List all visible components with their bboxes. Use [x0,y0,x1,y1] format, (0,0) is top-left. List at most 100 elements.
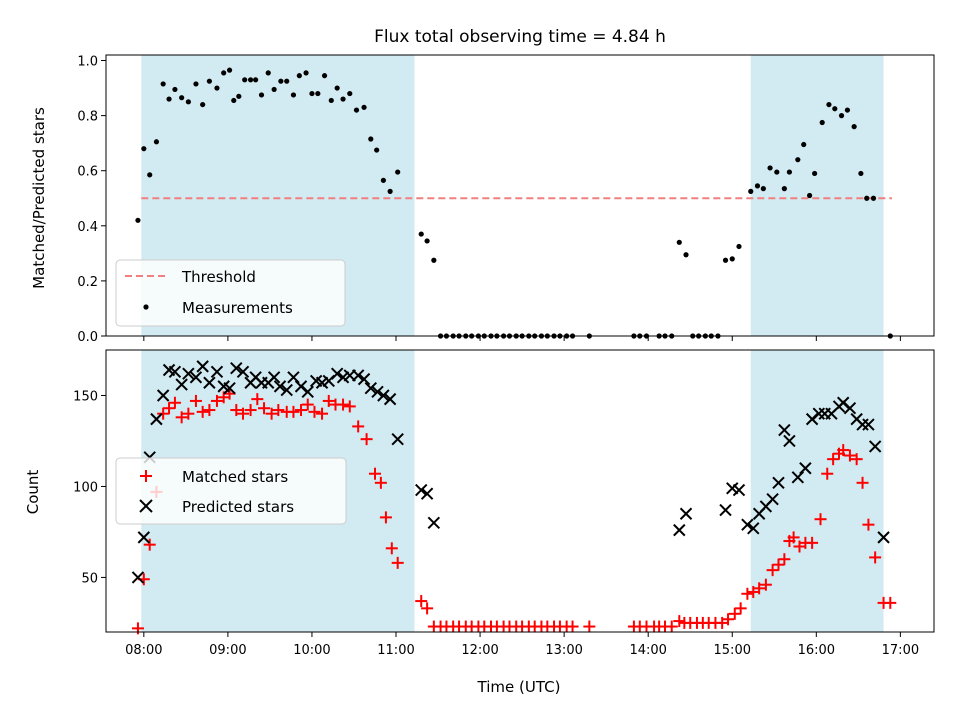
predicted-star-point [364,381,377,395]
measurement-point [801,141,807,148]
matched-legend-marker [140,470,152,482]
measurement-point [284,78,290,84]
matched-star-point [869,551,882,564]
matched-star-point [379,511,392,524]
matched-star-point [182,407,195,420]
measurement-point [767,165,773,171]
x-tick-label: 11:00 [377,643,414,658]
bottom-panel: 50 100 150 08:00 09:00 10:00 11:00 12:00 13:00 1… [24,349,935,696]
predicted-star-point [383,392,397,406]
matched-star-point [772,558,785,571]
measurement-point [147,172,153,178]
predicted-star-point [741,518,754,531]
predicted-star-point [812,407,826,420]
predicted-star-point [673,523,686,537]
matched-star-point [230,404,243,417]
measurement-point [864,195,870,201]
matched-star-point [196,405,209,418]
measurement-point [786,169,793,175]
shaded-region-1 [750,55,884,336]
matched-star-point [806,536,819,549]
predicted-star-point [175,378,188,391]
x-tick-label: 10:00 [293,643,330,658]
predicted-star-point [230,361,243,375]
matched-star-point [385,542,398,555]
measurement-point [328,97,334,104]
y-tick-label: 100 [73,480,98,495]
matched-stars-points [131,387,897,635]
measurement-point [676,239,682,245]
measurement-point [844,107,851,113]
predicted-star-point [150,412,163,426]
measurement-point [193,81,199,87]
measurements-legend-marker [143,304,149,310]
matched-star-point [322,394,335,407]
measurement-point [774,169,780,175]
matched-star-point [421,602,434,615]
x-tick-label: 16:00 [798,643,835,658]
measurement-point [424,238,430,244]
predicted-star-point [301,385,314,399]
predicted-star-point [168,365,182,379]
measurement-point [135,217,141,223]
predicted-star-point [182,367,195,380]
matched-star-point [843,449,856,462]
predicted-star-point [719,503,732,517]
predicted-star-point [791,471,805,484]
predicted-star-point [427,516,441,530]
measurement-point [290,92,297,98]
matched-star-point [343,400,356,413]
y-tick-label: 0.4 [77,220,98,235]
measurement-point [748,188,754,194]
predicted-star-point [137,531,151,544]
measurement-point [361,104,367,110]
measurement-point [870,195,877,201]
top-y-axis-label: Matched/Predicted stars [30,107,48,289]
measurement-point [200,101,206,108]
predicted-star-point [131,571,145,584]
matched-star-point [203,404,216,417]
predicted-star-point [877,531,890,544]
predicted-star-point [223,381,236,395]
predicted-stars-points [131,360,890,584]
matched-star-point [352,420,365,433]
predicted-star-point [330,367,344,380]
matched-star-point [337,398,350,411]
predicted-star-point [203,376,216,389]
predicted-star-point [862,418,875,431]
matched-star-point [237,407,250,420]
matched-star-point [301,398,314,411]
matched-star-point [360,433,373,446]
bottom-x-ticks: 08:00 09:00 10:00 11:00 12:00 13:00 14:00 15:00… [125,632,919,658]
measurement-point [340,96,346,102]
predicted-star-point [189,371,203,384]
matched-star-point [391,556,404,569]
matched-star-point [778,553,791,566]
measurement-point [166,96,172,102]
threshold-legend-label: Threshold [181,268,256,286]
measurement-point [226,67,233,73]
matched-star-point [295,404,308,417]
predicted-star-point [377,389,390,402]
measurement-point [368,136,374,142]
measurement-point [258,92,265,98]
matched-star-point [665,620,678,633]
y-tick-label: 0.8 [77,110,98,125]
matched-star-point [787,531,800,544]
measurement-point [418,231,424,237]
measurement-point [172,86,178,93]
measurement-point [206,78,212,84]
measurement-point [334,85,340,91]
matched-star-point [210,394,223,407]
measurement-point [858,170,864,177]
predicted-star-point [772,476,785,490]
measurement-point [315,90,321,97]
measurement-point [760,186,766,192]
bottom-legend-box [115,457,347,525]
matched-star-point [272,404,285,417]
measurement-point [754,183,761,189]
predicted-star-point [236,365,250,379]
measurement-point [838,113,845,119]
matched-star-point [766,564,779,577]
measurement-point [231,97,237,104]
